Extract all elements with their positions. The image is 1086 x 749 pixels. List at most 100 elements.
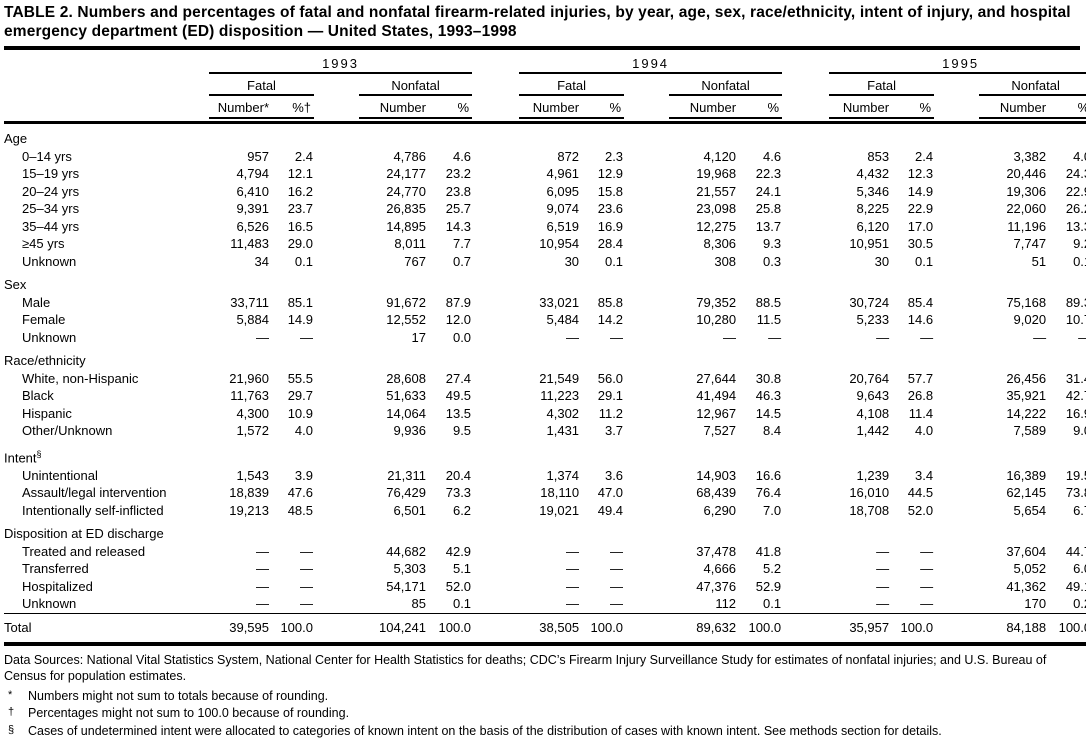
fatal-percent-cell: 22.9	[907, 201, 934, 217]
row-label: Male	[22, 294, 51, 310]
nonfatal-number-cell: 76,429	[386, 485, 426, 501]
fatal-percent-cell: —	[920, 329, 934, 345]
fatal-percent-cell: 100.0	[892, 612, 935, 645]
nonfatal-percent-cell: 52.9	[755, 578, 782, 594]
fatal-number-column-header: Number*	[209, 94, 272, 119]
fatal-percent-cell: —	[300, 596, 313, 612]
fatal-percent-cell: 56.0	[597, 370, 624, 386]
fatal-percent-cell: 2.3	[604, 148, 624, 164]
fatal-number-cell: 1,374	[546, 467, 580, 483]
spacer-cell	[782, 294, 829, 312]
fatal-percent-column-header: %	[582, 94, 625, 119]
nonfatal-percent-cell: 0.3	[763, 253, 782, 269]
spacer-cell	[314, 560, 359, 578]
fatal-percent-cell: 14.9	[907, 183, 934, 199]
fatal-number-cell: 9,074	[546, 201, 580, 217]
spacer-cell	[472, 235, 519, 253]
fatal-number-cell: —	[876, 561, 890, 577]
nonfatal-percent-cell: 9.3	[763, 236, 782, 252]
fatal-number-cell: 30	[564, 253, 580, 269]
fatal-percent-cell: —	[300, 543, 313, 559]
section-label: Age	[4, 131, 28, 147]
spacer-cell	[934, 95, 979, 118]
nonfatal-group-label: Nonfatal	[359, 72, 473, 96]
spacer-cell	[472, 484, 519, 502]
header-rule-row	[4, 117, 1086, 125]
section-row: Intent§	[4, 440, 1086, 467]
nonfatal-percent-cell: 4.6	[452, 148, 472, 164]
nonfatal-number-cell: 24,770	[386, 183, 426, 199]
fatal-percent-cell: 3.4	[915, 467, 934, 483]
nonfatal-number-cell: 6,501	[393, 502, 426, 518]
fatal-percent-cell: 48.5	[287, 502, 313, 518]
spacer-cell	[314, 422, 359, 440]
fatal-number-column-header: Number	[519, 94, 583, 119]
nonfatal-number-cell: 14,222	[1006, 405, 1047, 421]
spacer-cell	[472, 543, 519, 561]
fatal-number-cell: 5,484	[546, 312, 580, 328]
nonfatal-number-cell: 17	[411, 329, 426, 345]
fatal-percent-cell: 47.0	[597, 485, 624, 501]
nonfatal-percent-cell: 31.4	[1065, 370, 1086, 386]
fatal-number-cell: 4,432	[856, 166, 890, 182]
fatal-percent-cell: —	[300, 578, 313, 594]
fatal-number-column-header: Number	[829, 94, 893, 119]
spacer-cell	[314, 235, 359, 253]
row-label: 20–24 yrs	[22, 183, 80, 199]
fatal-number-cell: 10,951	[849, 236, 890, 252]
fatal-number-cell: —	[256, 578, 269, 594]
row-label: Unknown	[22, 329, 77, 345]
spacer-cell	[934, 148, 979, 166]
fatal-percent-cell: 12.9	[597, 166, 624, 182]
fatal-percent-cell: —	[920, 561, 934, 577]
fatal-percent-cell: 57.7	[907, 370, 934, 386]
spacer-cell	[782, 235, 829, 253]
spacer-cell	[934, 311, 979, 329]
fatal-number-cell: —	[256, 543, 269, 559]
nonfatal-number-cell: 170	[1024, 596, 1047, 612]
fatal-percent-cell: 16.5	[287, 218, 313, 234]
nonfatal-number-cell: 10,280	[696, 312, 737, 328]
nonfatal-percent-cell: 27.4	[445, 370, 472, 386]
spacer-cell	[472, 311, 519, 329]
nonfatal-number-cell: 7,747	[1013, 236, 1047, 252]
spacer-cell	[782, 543, 829, 561]
fatal-percent-cell: 52.0	[907, 502, 934, 518]
fatal-percent-cell: 49.4	[597, 502, 624, 518]
nonfatal-percent-cell: 25.8	[755, 201, 782, 217]
section-label: Sex	[4, 277, 27, 293]
fatal-number-cell: 39,595	[209, 612, 272, 645]
footnote-text: Numbers might not sum to totals because …	[28, 689, 329, 704]
nonfatal-number-cell: 5,303	[393, 561, 426, 577]
fatal-percent-cell: 2.4	[294, 148, 313, 164]
spacer-cell	[782, 484, 829, 502]
fatal-percent-cell: 16.2	[287, 183, 313, 199]
fatal-percent-cell: —	[300, 329, 313, 345]
fatal-number-cell: 19,213	[229, 502, 269, 518]
nonfatal-percent-cell: 52.0	[445, 578, 472, 594]
nonfatal-number-cell: 37,604	[1006, 543, 1047, 559]
fatal-percent-cell: 12.3	[907, 166, 934, 182]
spacer-cell	[472, 370, 519, 388]
fatal-number-cell: —	[566, 578, 580, 594]
fatal-percent-cell: 85.1	[287, 294, 313, 310]
spacer-cell	[934, 612, 980, 645]
nonfatal-number-cell: 19,306	[1006, 183, 1047, 199]
nonfatal-percent-cell: 76.4	[755, 485, 782, 501]
nonfatal-percent-cell: 26.2	[1065, 201, 1086, 217]
fatal-percent-cell: 11.4	[908, 405, 934, 421]
table-title: TABLE 2. Numbers and percentages of fata…	[4, 4, 1071, 41]
row-label: Hospitalized	[22, 578, 93, 594]
nonfatal-percent-cell: 11.5	[756, 312, 782, 328]
fatal-percent-cell: 30.5	[907, 236, 934, 252]
spacer-cell	[472, 612, 520, 645]
spacer-cell	[934, 595, 979, 613]
fatal-percent-cell: —	[610, 596, 624, 612]
table-row: Transferred — — 5,303 5.1 — — 4,666 5.2 — — 5,052 6.…	[4, 560, 1086, 578]
fatal-number-cell: —	[566, 561, 580, 577]
fatal-number-cell: —	[876, 329, 890, 345]
nonfatal-number-cell: 5,654	[1013, 502, 1047, 518]
fatal-percent-cell: 26.8	[907, 388, 934, 404]
nonfatal-percent-cell: 100.0	[1049, 612, 1086, 645]
fatal-number-cell: 1,442	[856, 423, 890, 439]
